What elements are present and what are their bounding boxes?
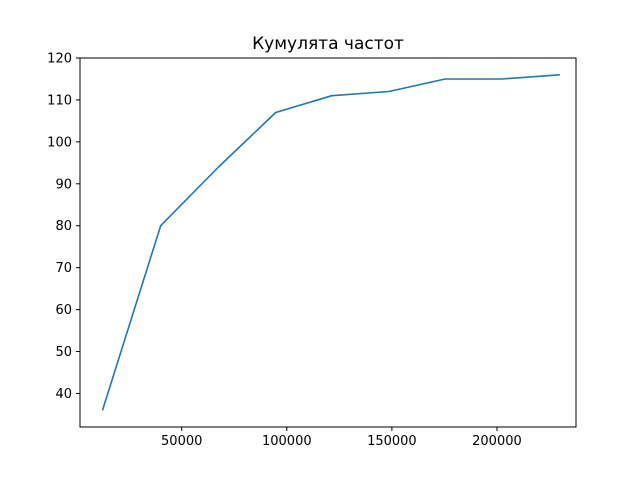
- y-tick-label: 40: [55, 387, 72, 402]
- y-tick-label: 60: [55, 303, 72, 318]
- chart-title: Кумулята частот: [252, 34, 404, 54]
- y-axis: 40 50 60 70 80 90 100 110 120: [47, 52, 80, 402]
- y-tick-label: 70: [55, 261, 72, 276]
- x-axis: 50000 100000 150000 200000: [161, 427, 522, 449]
- y-tick-label: 120: [47, 52, 72, 67]
- x-tick-label: 100000: [262, 434, 312, 449]
- x-tick-label: 200000: [472, 434, 522, 449]
- y-tick-label: 100: [47, 135, 72, 150]
- x-tick-label: 50000: [161, 434, 202, 449]
- y-tick-label: 90: [55, 177, 72, 192]
- x-tick-label: 150000: [367, 434, 417, 449]
- y-tick-label: 110: [47, 93, 72, 108]
- plot-series: [101, 74, 560, 411]
- y-tick-label: 50: [55, 345, 72, 360]
- series-line: [101, 74, 560, 411]
- plot-frame: [79, 57, 577, 428]
- y-tick-label: 80: [55, 219, 72, 234]
